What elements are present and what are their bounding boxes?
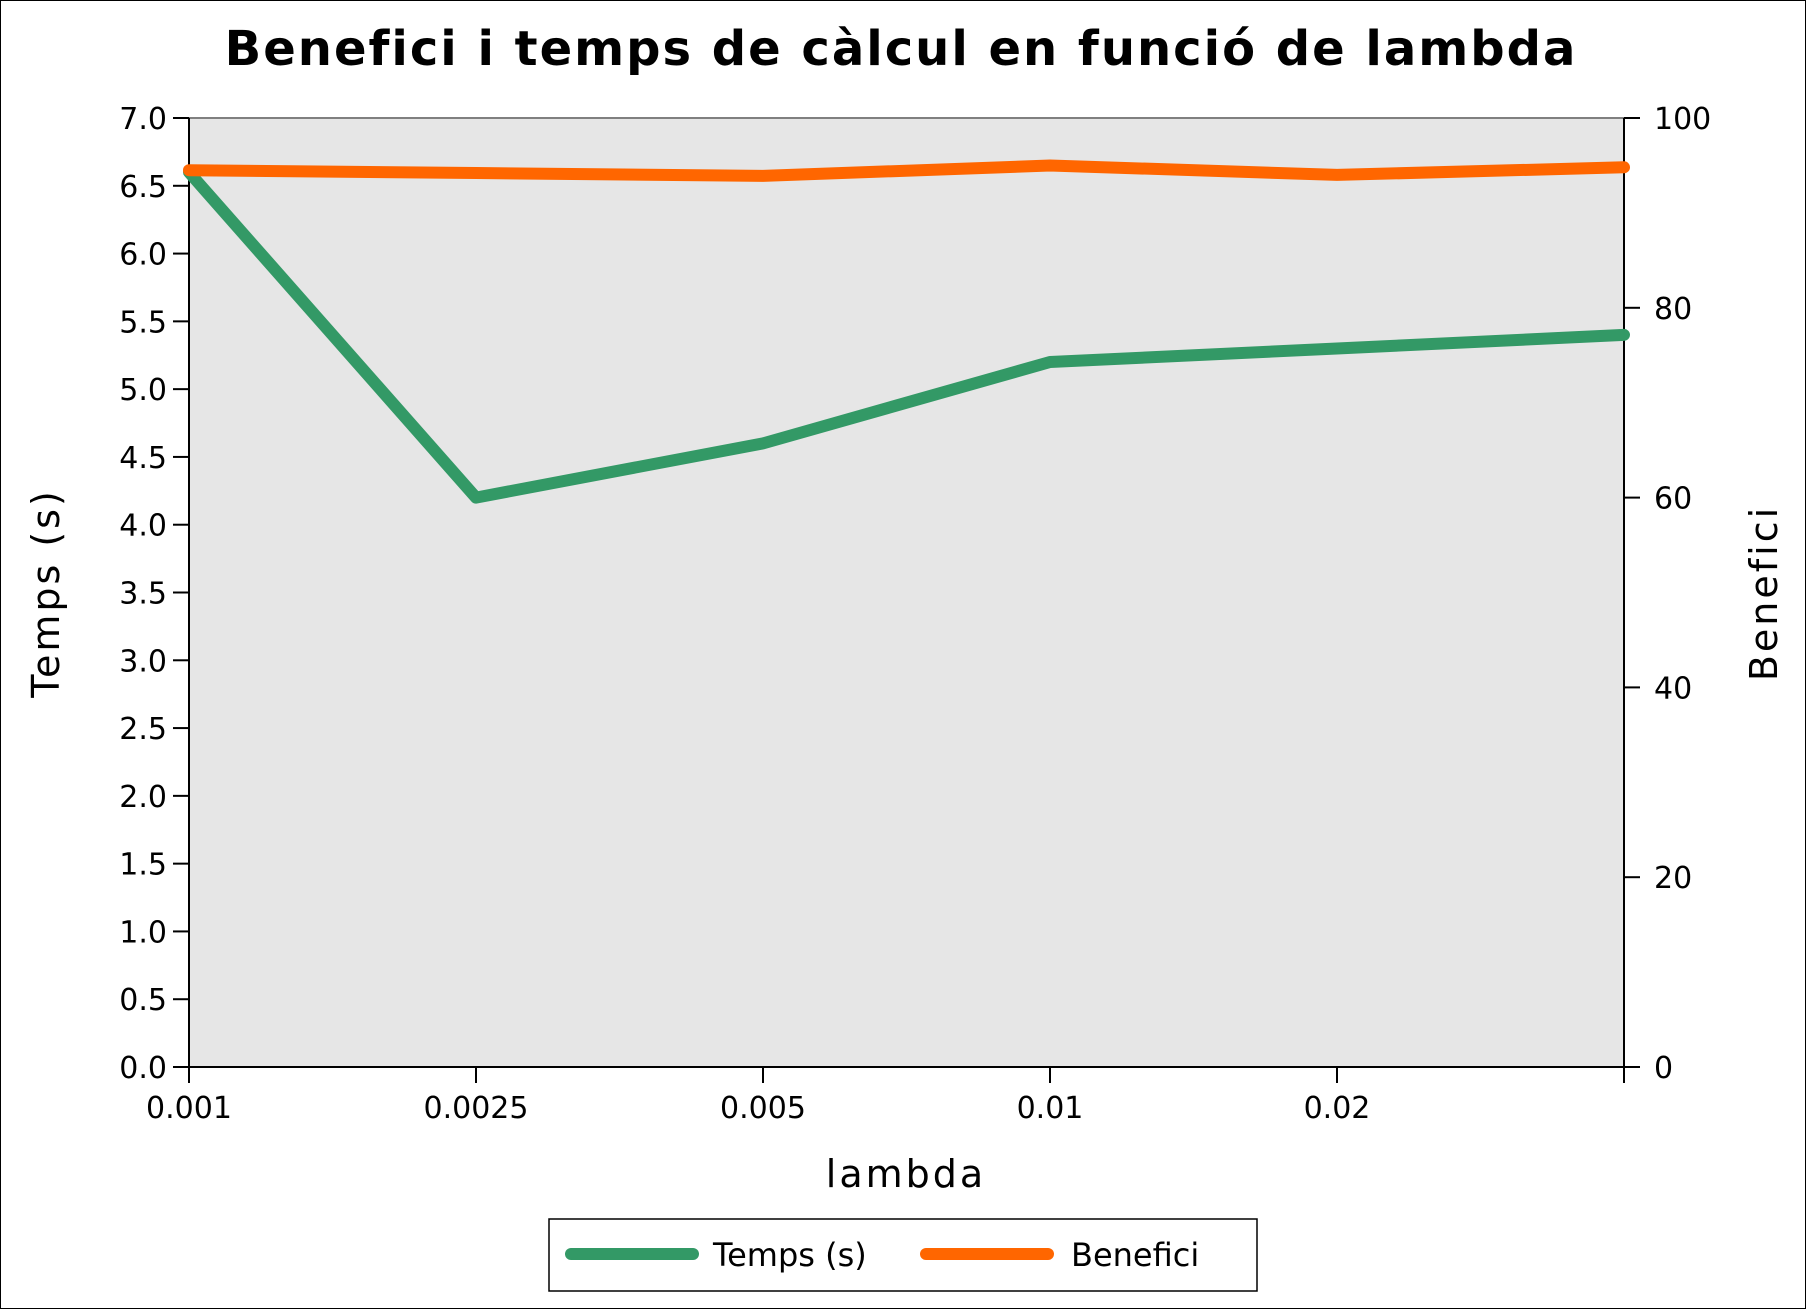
x-axis-label: lambda <box>826 1152 986 1196</box>
chart-title: Benefici i temps de càlcul en funció de … <box>225 21 1578 77</box>
right-tick-label: 0 <box>1654 1051 1673 1086</box>
series-line-benefici <box>183 159 1630 182</box>
left-y-axis: 0.0 0.5 1.0 1.5 2.0 2.5 3.0 3.5 4.0 4.5 5.0 5.5 6.0 6… <box>119 102 190 1086</box>
left-tick-label: 3.5 <box>119 577 167 612</box>
data-point-temps <box>762 442 764 444</box>
left-tick-label: 1.0 <box>119 915 167 950</box>
right-tick-label: 60 <box>1654 482 1692 517</box>
x-tick-label: 0.0025 <box>424 1091 529 1126</box>
data-point-temps <box>1336 347 1338 349</box>
left-axis-label: Temps (s) <box>24 488 68 699</box>
series-line-temps <box>183 166 1630 504</box>
data-point-benefici <box>188 169 190 171</box>
data-point-benefici <box>475 172 477 174</box>
x-tick-label: 0.005 <box>720 1091 806 1126</box>
data-point-benefici <box>762 175 764 177</box>
right-axis-label: Benefici <box>1742 505 1786 681</box>
legend-label-benefici: Benefici <box>1071 1236 1199 1274</box>
plot-area <box>188 117 1625 1068</box>
right-tick-label: 20 <box>1654 861 1692 896</box>
legend-label-temps: Temps (s) <box>712 1236 867 1274</box>
data-point-temps <box>475 497 477 499</box>
x-axis: 0.001 0.0025 0.005 0.01 0.02 <box>146 1066 1625 1126</box>
data-point-benefici <box>1623 166 1625 168</box>
x-tick-label: 0.02 <box>1304 1091 1371 1126</box>
data-point-temps <box>1049 361 1051 363</box>
left-tick-label: 1.5 <box>119 848 167 883</box>
left-tick-label: 2.5 <box>119 712 167 747</box>
right-tick-label: 100 <box>1654 102 1711 137</box>
left-tick-label: 5.5 <box>119 305 167 340</box>
left-tick-label: 4.0 <box>119 509 167 544</box>
left-tick-label: 2.0 <box>119 780 167 815</box>
left-tick-label: 6.0 <box>119 238 167 273</box>
series-layer <box>183 159 1630 504</box>
x-tick-label: 0.01 <box>1017 1091 1084 1126</box>
left-tick-label: 0.5 <box>119 983 167 1018</box>
data-point-benefici <box>1336 174 1338 176</box>
data-point-temps <box>1623 334 1625 336</box>
right-y-axis: 0 20 40 60 80 100 <box>1623 102 1711 1086</box>
right-tick-label: 80 <box>1654 292 1692 327</box>
legend: Temps (s) Benefici <box>548 1218 1258 1292</box>
left-tick-label: 7.0 <box>119 102 167 137</box>
right-tick-label: 40 <box>1654 671 1692 706</box>
left-tick-label: 6.5 <box>119 170 167 205</box>
x-tick-label: 0.001 <box>146 1091 232 1126</box>
left-tick-label: 5.0 <box>119 373 167 408</box>
left-tick-label: 3.0 <box>119 644 167 679</box>
data-point-benefici <box>1049 164 1051 166</box>
left-tick-label: 4.5 <box>119 441 167 476</box>
left-tick-label: 0.0 <box>119 1051 167 1086</box>
